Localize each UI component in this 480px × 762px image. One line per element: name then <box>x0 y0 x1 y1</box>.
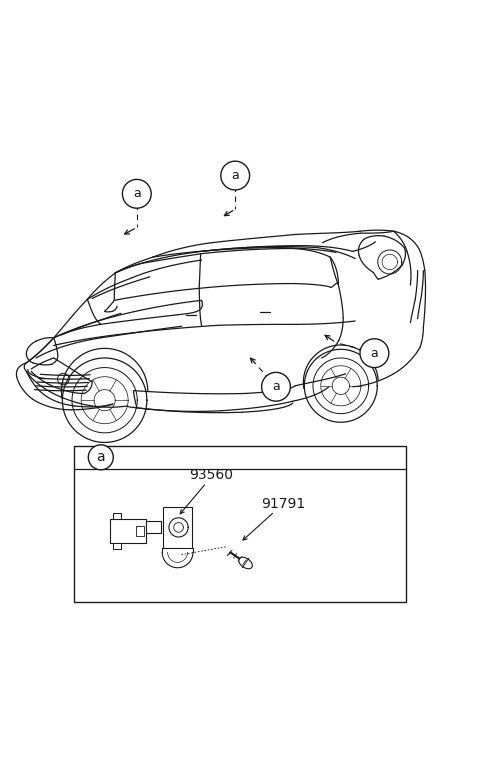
Bar <box>136 527 144 536</box>
Circle shape <box>88 445 113 470</box>
Text: a: a <box>96 450 105 464</box>
Bar <box>113 543 121 549</box>
Text: a: a <box>231 169 239 182</box>
Text: 91791: 91791 <box>261 497 305 511</box>
Text: a: a <box>272 380 280 393</box>
Text: a: a <box>371 347 378 360</box>
Bar <box>110 519 146 543</box>
Bar <box>74 446 406 602</box>
Ellipse shape <box>239 557 252 568</box>
Text: a: a <box>133 187 141 200</box>
Circle shape <box>221 161 250 190</box>
Bar <box>113 514 121 519</box>
Circle shape <box>262 373 290 401</box>
Circle shape <box>122 179 151 208</box>
Bar <box>146 521 161 533</box>
Text: 93560: 93560 <box>189 468 233 482</box>
Bar <box>163 507 192 548</box>
Circle shape <box>360 339 389 367</box>
